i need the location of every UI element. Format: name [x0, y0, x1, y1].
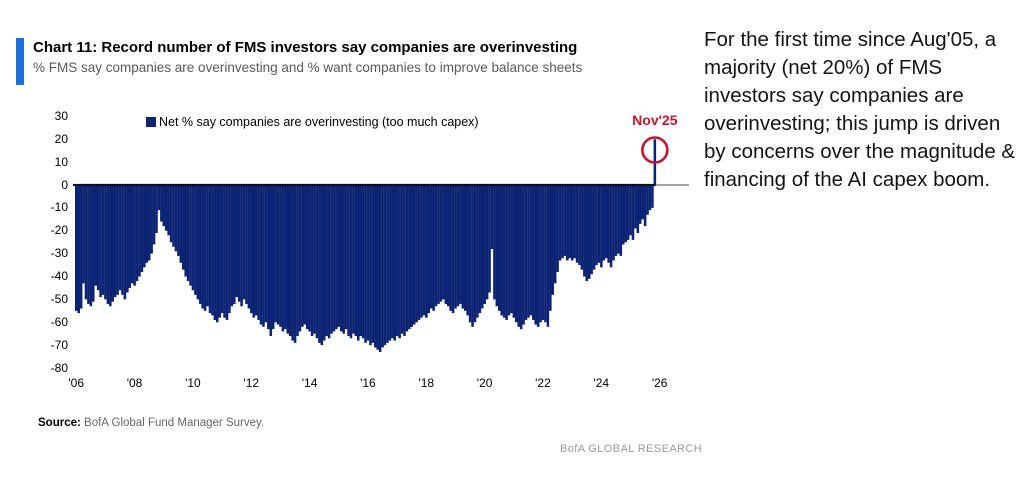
annotation-label: Nov'25: [632, 112, 678, 128]
x-tick-label: '22: [535, 376, 551, 390]
commentary-text: For the first time since Aug'05, a major…: [704, 28, 1016, 191]
x-tick-label: '18: [418, 376, 435, 390]
y-tick-label: -40: [50, 269, 68, 283]
chart-subtitle: % FMS say companies are overinvesting an…: [33, 60, 583, 75]
y-tick-label: 20: [54, 131, 68, 146]
brand-mark: BofA GLOBAL RESEARCH: [560, 443, 703, 455]
x-tick-label: '12: [243, 376, 260, 390]
legend-label: Net % say companies are overinvesting (t…: [159, 115, 479, 129]
y-tick-label: -50: [50, 291, 68, 306]
y-tick-label: -80: [50, 360, 68, 375]
legend-swatch-icon: [146, 117, 156, 127]
legend: Net % say companies are overinvesting (t…: [146, 115, 479, 129]
x-tick-label: '14: [301, 376, 318, 390]
y-tick-label: 30: [54, 108, 68, 123]
y-tick-label: -70: [50, 337, 68, 352]
x-tick-label: '16: [360, 376, 376, 390]
x-tick-label: '08: [126, 376, 143, 390]
bars: [75, 139, 657, 352]
x-tick-label: '26: [651, 376, 668, 390]
y-tick-label: -30: [50, 246, 68, 261]
y-tick-label: 10: [54, 154, 68, 169]
title-accent-bar: [16, 38, 24, 85]
x-tick-label: '10: [185, 376, 201, 390]
x-tick-label: '24: [593, 376, 610, 390]
highlight-circle-icon: [641, 136, 669, 164]
y-tick-label: -10: [50, 200, 68, 215]
y-tick-label: -20: [50, 223, 68, 238]
source-line: Source: BofA Global Fund Manager Survey.: [38, 417, 264, 429]
y-tick-label: 0: [61, 177, 68, 192]
x-tick-label: '20: [476, 376, 493, 390]
y-tick-label: -60: [50, 314, 68, 329]
x-tick-label: '06: [68, 376, 85, 390]
source-label: Source:: [38, 417, 81, 429]
chart-title: Chart 11: Record number of FMS investors…: [33, 39, 578, 56]
source-text: BofA Global Fund Manager Survey.: [80, 417, 265, 429]
